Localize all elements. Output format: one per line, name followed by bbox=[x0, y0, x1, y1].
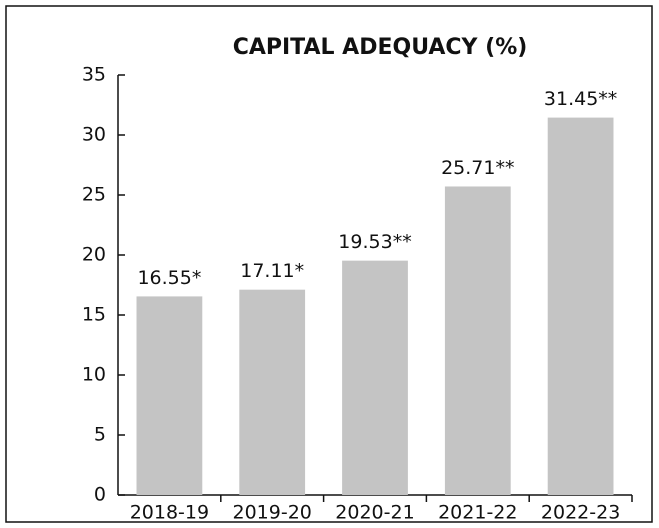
value-label: 31.45** bbox=[544, 88, 617, 110]
chart-title: CAPITAL ADEQUACY (%) bbox=[233, 35, 528, 60]
y-tick-label: 15 bbox=[82, 304, 106, 326]
value-label: 19.53** bbox=[338, 231, 411, 253]
y-tick-label: 35 bbox=[82, 64, 106, 86]
value-label: 16.55* bbox=[137, 267, 201, 289]
y-tick-label: 25 bbox=[82, 184, 106, 206]
bar bbox=[136, 296, 203, 495]
y-tick-label: 20 bbox=[82, 244, 106, 266]
x-tick-label: 2021-22 bbox=[438, 502, 517, 524]
y-tick-label: 5 bbox=[94, 424, 106, 446]
bar bbox=[239, 289, 306, 495]
bar bbox=[342, 260, 408, 495]
bar bbox=[547, 117, 614, 495]
x-tick-label: 2022-23 bbox=[541, 502, 620, 524]
x-tick-label: 2020-21 bbox=[335, 502, 414, 524]
x-tick-label: 2019-20 bbox=[233, 502, 312, 524]
bar bbox=[444, 186, 511, 496]
value-label: 17.11* bbox=[240, 260, 304, 282]
y-tick-label: 0 bbox=[94, 484, 106, 506]
y-tick-label: 10 bbox=[82, 364, 106, 386]
x-tick-label: 2018-19 bbox=[130, 502, 209, 524]
frame bbox=[5, 5, 653, 523]
value-label: 25.71** bbox=[441, 157, 514, 179]
y-tick-label: 30 bbox=[82, 124, 106, 146]
